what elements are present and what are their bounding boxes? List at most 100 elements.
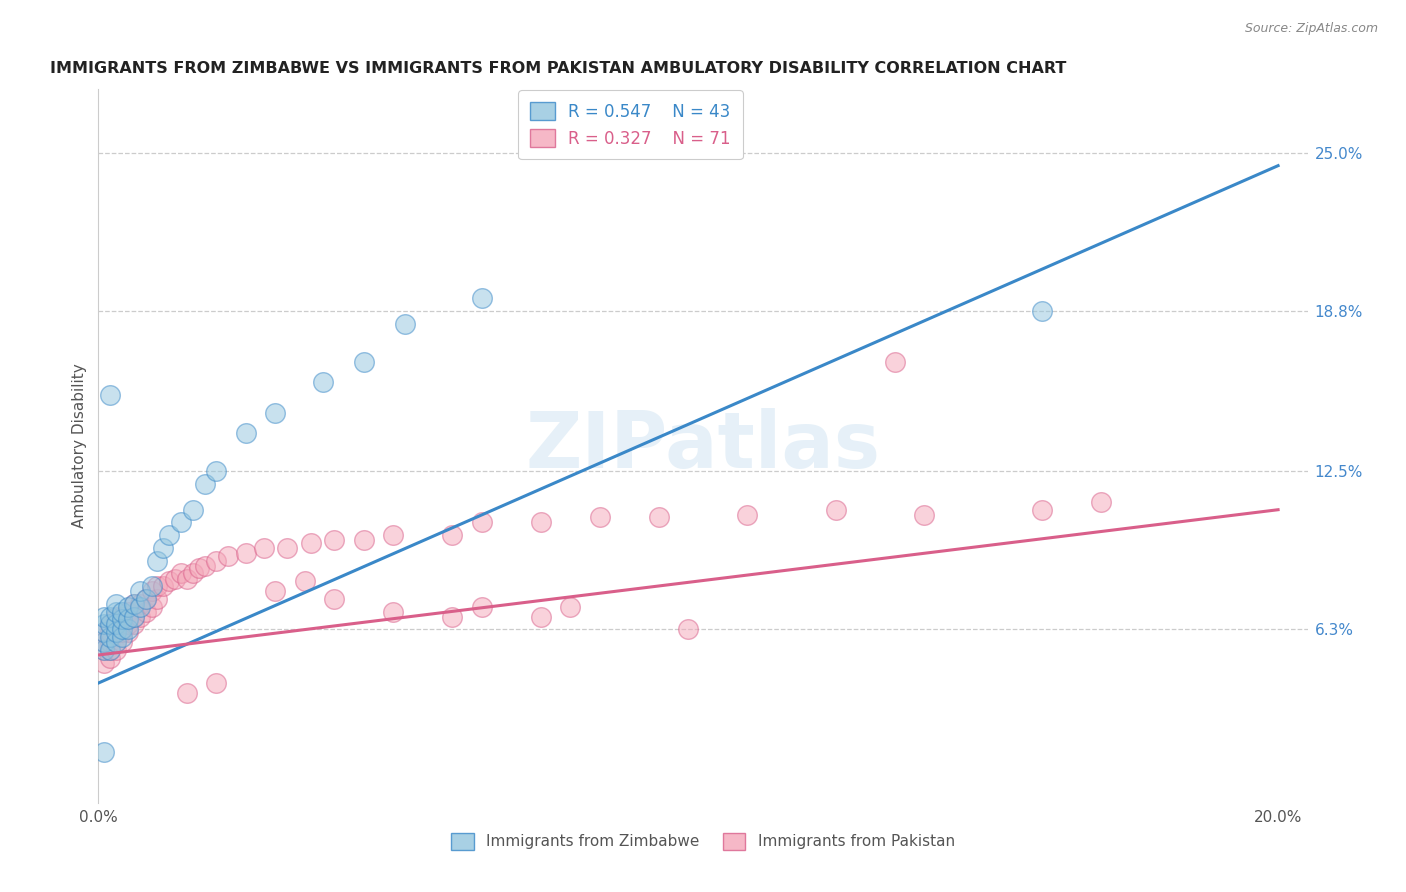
Immigrants from Pakistan [235, 546, 257, 560]
Immigrants from Zimbabwe [394, 317, 416, 331]
Text: ZIPatlas: ZIPatlas [526, 408, 880, 484]
Immigrants from Zimbabwe [170, 516, 193, 530]
Immigrants from Pakistan [276, 541, 298, 555]
Immigrants from Zimbabwe [128, 599, 150, 614]
Immigrants from Zimbabwe [93, 625, 115, 640]
Immigrants from Pakistan [98, 617, 121, 632]
Immigrants from Pakistan [122, 609, 145, 624]
Immigrants from Pakistan [135, 605, 157, 619]
Immigrants from Pakistan [146, 591, 169, 606]
Immigrants from Pakistan [471, 599, 494, 614]
Immigrants from Pakistan [111, 635, 134, 649]
Immigrants from Pakistan [382, 605, 405, 619]
Immigrants from Pakistan [141, 584, 163, 599]
Immigrants from Pakistan [135, 591, 157, 606]
Immigrants from Pakistan [883, 355, 905, 369]
Immigrants from Pakistan [217, 549, 239, 563]
Immigrants from Pakistan [678, 623, 700, 637]
Immigrants from Pakistan [252, 541, 274, 555]
Immigrants from Pakistan [117, 605, 139, 619]
Immigrants from Pakistan [471, 516, 494, 530]
Immigrants from Zimbabwe [98, 630, 121, 644]
Immigrants from Pakistan [128, 597, 150, 611]
Immigrants from Zimbabwe [264, 406, 287, 420]
Immigrants from Zimbabwe [98, 609, 121, 624]
Immigrants from Zimbabwe [353, 355, 375, 369]
Immigrants from Pakistan [589, 510, 612, 524]
Immigrants from Zimbabwe [105, 605, 128, 619]
Immigrants from Zimbabwe [117, 612, 139, 626]
Immigrants from Pakistan [146, 579, 169, 593]
Immigrants from Pakistan [187, 561, 209, 575]
Immigrants from Zimbabwe [105, 617, 128, 632]
Immigrants from Zimbabwe [105, 597, 128, 611]
Immigrants from Pakistan [648, 510, 671, 524]
Immigrants from Zimbabwe [194, 477, 217, 491]
Immigrants from Pakistan [181, 566, 204, 581]
Immigrants from Pakistan [441, 528, 464, 542]
Immigrants from Pakistan [1031, 502, 1053, 516]
Immigrants from Zimbabwe [146, 554, 169, 568]
Immigrants from Pakistan [152, 579, 174, 593]
Immigrants from Pakistan [1090, 495, 1112, 509]
Immigrants from Pakistan [441, 609, 464, 624]
Legend: Immigrants from Zimbabwe, Immigrants from Pakistan: Immigrants from Zimbabwe, Immigrants fro… [446, 827, 960, 855]
Immigrants from Pakistan [105, 609, 128, 624]
Immigrants from Zimbabwe [122, 597, 145, 611]
Immigrants from Zimbabwe [93, 609, 115, 624]
Immigrants from Pakistan [128, 609, 150, 624]
Text: Source: ZipAtlas.com: Source: ZipAtlas.com [1244, 22, 1378, 36]
Immigrants from Pakistan [912, 508, 935, 522]
Immigrants from Pakistan [299, 536, 322, 550]
Immigrants from Zimbabwe [152, 541, 174, 555]
Immigrants from Pakistan [735, 508, 758, 522]
Immigrants from Pakistan [105, 625, 128, 640]
Immigrants from Zimbabwe [128, 584, 150, 599]
Immigrants from Zimbabwe [471, 291, 494, 305]
Immigrants from Zimbabwe [157, 528, 180, 542]
Immigrants from Pakistan [165, 572, 187, 586]
Immigrants from Zimbabwe [105, 625, 128, 640]
Immigrants from Pakistan [176, 686, 198, 700]
Immigrants from Pakistan [93, 625, 115, 640]
Immigrants from Zimbabwe [117, 599, 139, 614]
Immigrants from Pakistan [111, 617, 134, 632]
Immigrants from Pakistan [111, 609, 134, 624]
Immigrants from Pakistan [382, 528, 405, 542]
Immigrants from Zimbabwe [122, 609, 145, 624]
Immigrants from Zimbabwe [98, 643, 121, 657]
Immigrants from Zimbabwe [111, 612, 134, 626]
Immigrants from Zimbabwe [141, 579, 163, 593]
Immigrants from Pakistan [176, 572, 198, 586]
Immigrants from Pakistan [117, 617, 139, 632]
Immigrants from Pakistan [105, 643, 128, 657]
Immigrants from Pakistan [122, 617, 145, 632]
Immigrants from Pakistan [194, 558, 217, 573]
Immigrants from Pakistan [530, 516, 553, 530]
Immigrants from Pakistan [824, 502, 846, 516]
Immigrants from Pakistan [353, 533, 375, 548]
Immigrants from Pakistan [98, 625, 121, 640]
Immigrants from Pakistan [98, 650, 121, 665]
Immigrants from Zimbabwe [98, 388, 121, 402]
Immigrants from Pakistan [93, 635, 115, 649]
Immigrants from Zimbabwe [93, 745, 115, 759]
Text: IMMIGRANTS FROM ZIMBABWE VS IMMIGRANTS FROM PAKISTAN AMBULATORY DISABILITY CORRE: IMMIGRANTS FROM ZIMBABWE VS IMMIGRANTS F… [51, 61, 1066, 76]
Immigrants from Zimbabwe [93, 643, 115, 657]
Immigrants from Zimbabwe [105, 635, 128, 649]
Immigrants from Zimbabwe [181, 502, 204, 516]
Immigrants from Zimbabwe [111, 630, 134, 644]
Immigrants from Pakistan [323, 533, 346, 548]
Immigrants from Zimbabwe [98, 617, 121, 632]
Immigrants from Zimbabwe [93, 617, 115, 632]
Immigrants from Pakistan [98, 635, 121, 649]
Immigrants from Pakistan [323, 591, 346, 606]
Immigrants from Pakistan [205, 554, 228, 568]
Immigrants from Zimbabwe [205, 465, 228, 479]
Immigrants from Pakistan [93, 656, 115, 670]
Immigrants from Pakistan [122, 597, 145, 611]
Immigrants from Pakistan [117, 625, 139, 640]
Immigrants from Pakistan [105, 635, 128, 649]
Immigrants from Zimbabwe [111, 605, 134, 619]
Immigrants from Zimbabwe [135, 591, 157, 606]
